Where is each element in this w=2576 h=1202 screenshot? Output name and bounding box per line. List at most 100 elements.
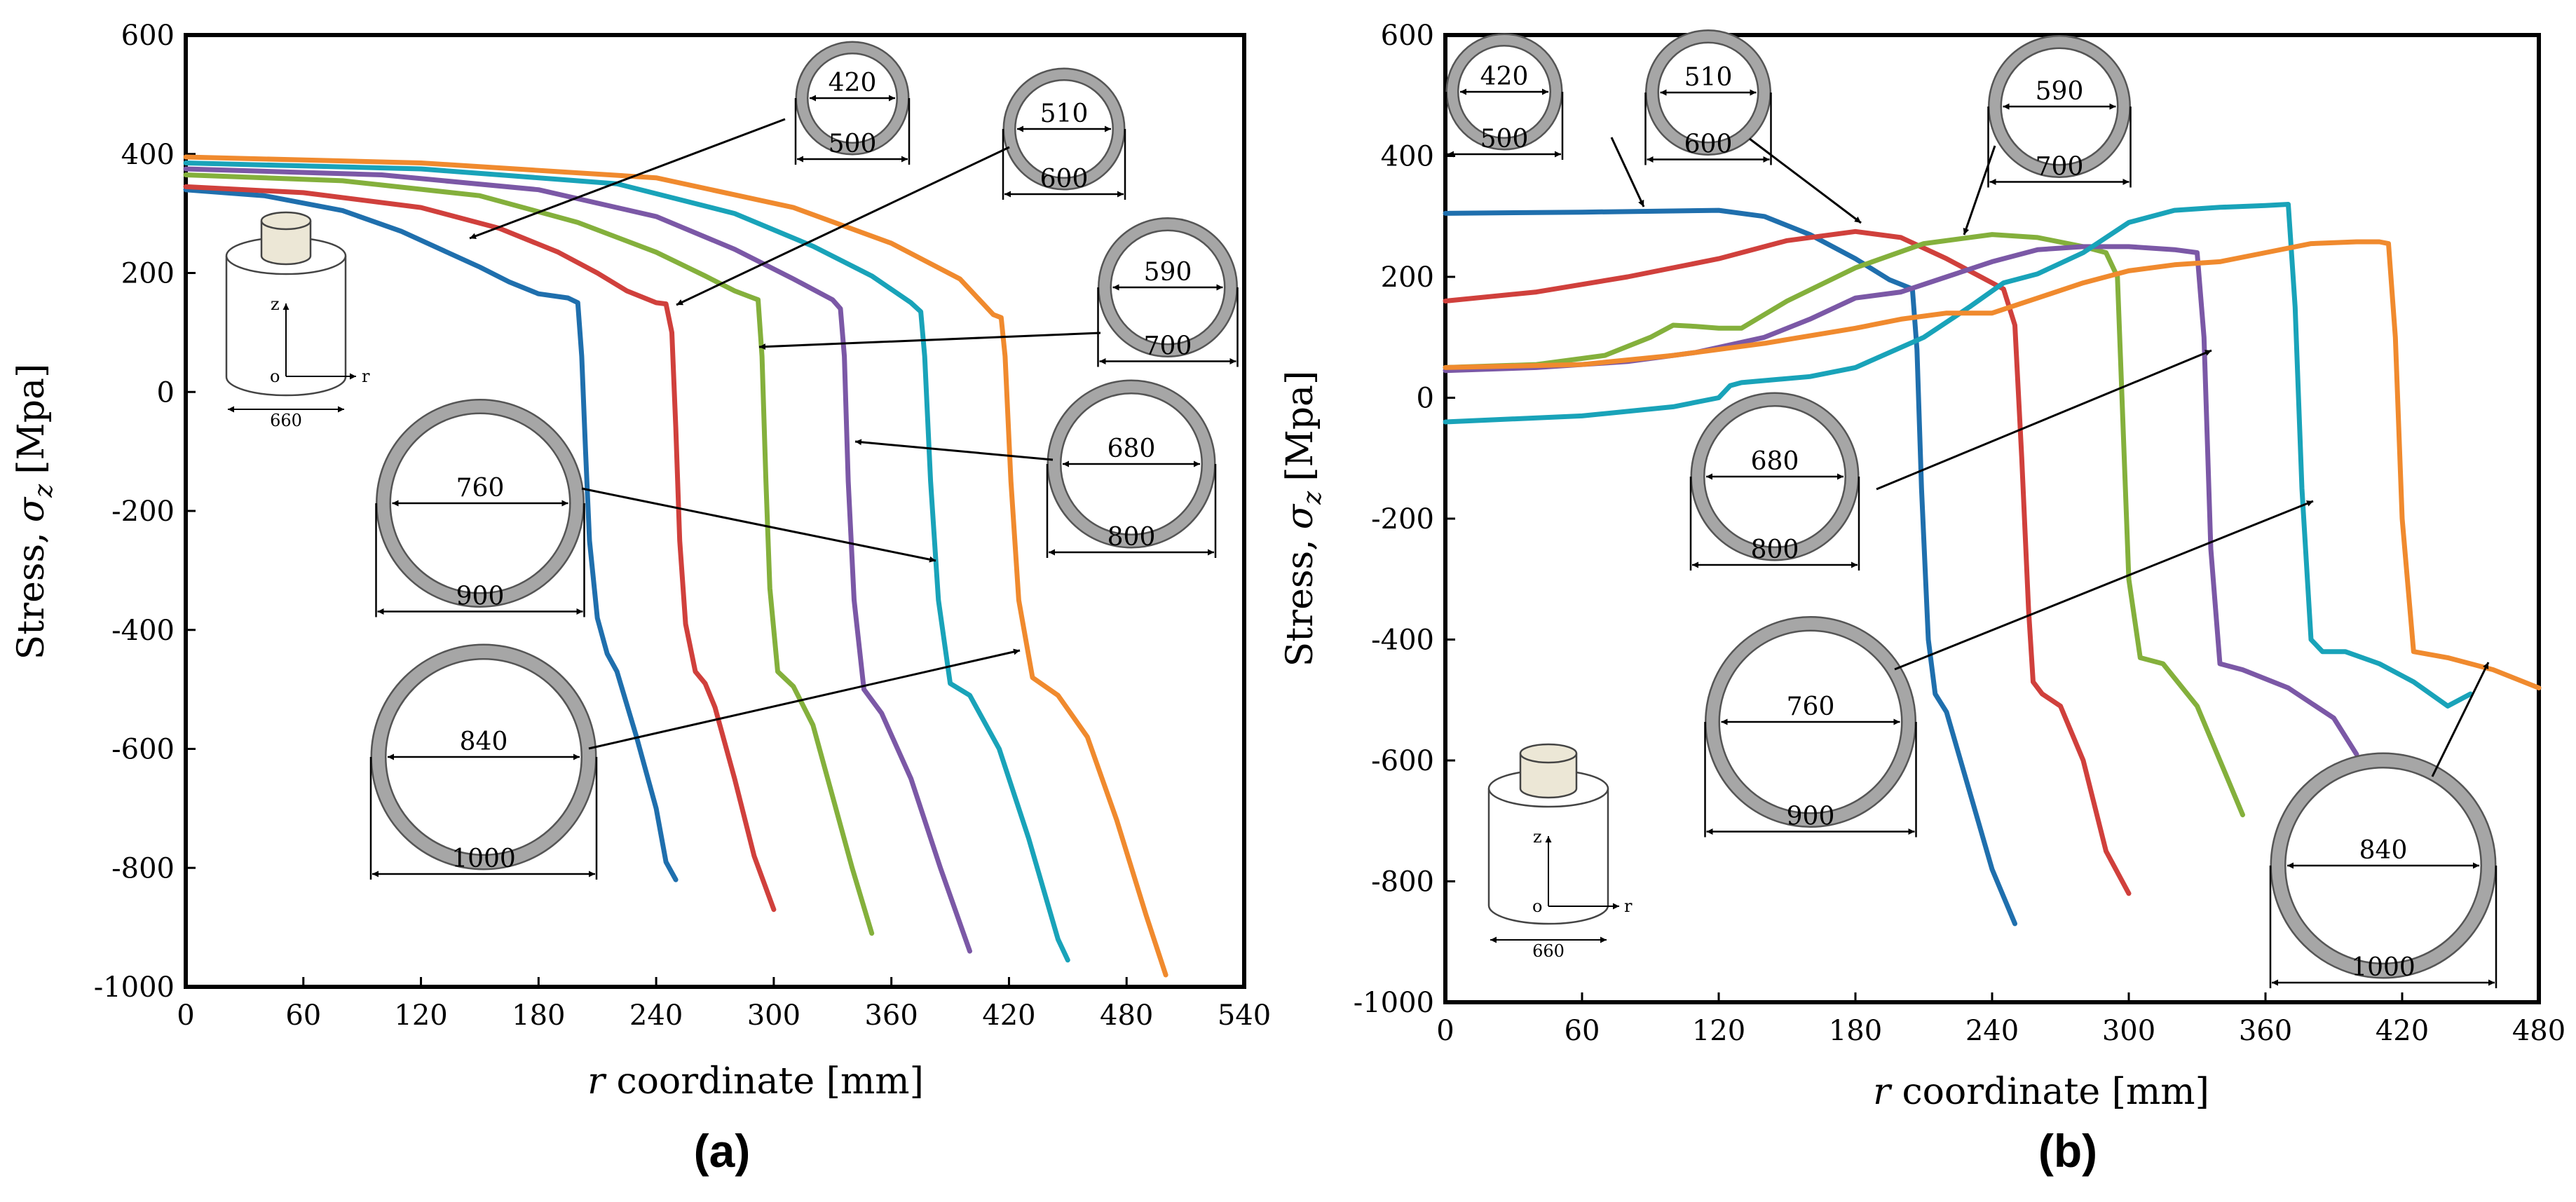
ring-annotations-a: 420 500 510 600 590 700 680 800 760 900 840 1000 — [369, 41, 1239, 880]
x-tick-label: 60 — [1565, 1015, 1600, 1047]
ring-section — [797, 43, 908, 153]
diameter-label: 660 — [270, 411, 302, 430]
y-tick-label: 200 — [1381, 261, 1434, 294]
y-tick-label: 400 — [121, 139, 175, 171]
outer-diameter-label: 600 — [1684, 130, 1733, 159]
x-tick-label: 0 — [1436, 1015, 1454, 1047]
ring-annotation: 840 1000 — [2269, 752, 2497, 988]
series-group-b — [1443, 202, 2542, 927]
ring-section — [1989, 36, 2129, 177]
ring-section — [2272, 754, 2495, 977]
ring-annotation: 680 800 — [1046, 379, 1217, 558]
series-line-590-700 — [183, 172, 875, 936]
series-line-760-900 — [1443, 202, 2473, 709]
ring-annotation: 590 700 — [1097, 217, 1239, 367]
ring-annotation: 420 500 — [794, 41, 911, 165]
x-axis-label-b: r coordinate [mm] — [1873, 1071, 2209, 1113]
series-group-a — [183, 154, 1168, 978]
axis-ticks-b: 0 60 120 180 240 300 360 420 480 600 400 200 0 -200 -4… — [1354, 20, 2565, 1047]
ring-section — [1706, 617, 1915, 826]
y-label-unit: [Mpa] — [1279, 371, 1321, 482]
panel-a: 0 60 120 180 240 300 360 420 480 540 600 400 200 0 -20… — [11, 20, 1271, 1177]
ring-section — [1099, 219, 1236, 356]
cylinder-core-body — [260, 221, 312, 266]
y-label-symbol: σ — [11, 496, 53, 522]
z-axis-label: z — [271, 294, 280, 314]
y-tick-label: 0 — [157, 376, 175, 409]
x-tick-label: 0 — [177, 999, 194, 1032]
y-label-prefix: Stress, — [1279, 539, 1321, 667]
ring-annotation: 680 800 — [1689, 392, 1860, 571]
ring-annotation: 510 600 — [1644, 29, 1772, 165]
outer-diameter-label: 500 — [1480, 125, 1529, 153]
leader-arrow — [758, 332, 1101, 350]
y-label-unit: [Mpa] — [11, 364, 53, 474]
y-tick-label: -1000 — [1354, 987, 1434, 1019]
inner-diameter-label: 840 — [2359, 836, 2408, 865]
inner-diameter-label: 680 — [1751, 447, 1799, 476]
inner-diameter-label: 760 — [1787, 692, 1835, 721]
r-axis-label: r — [362, 367, 370, 386]
outer-diameter-label: 600 — [1040, 165, 1089, 193]
y-axis-label-a: Stress, σz [Mpa] — [11, 364, 58, 660]
cylinder-inset-a: z r o 660 — [225, 211, 370, 430]
z-axis-label: z — [1533, 827, 1542, 847]
ring-section — [1692, 394, 1858, 559]
ring-annotation: 420 500 — [1445, 33, 1564, 160]
y-tick-label: -800 — [1371, 866, 1434, 899]
origin-label: o — [270, 367, 280, 386]
x-tick-label: 240 — [629, 999, 683, 1032]
x-label-var: r — [1873, 1071, 1893, 1113]
x-tick-label: 540 — [1218, 999, 1271, 1032]
x-tick-label: 300 — [2102, 1015, 2155, 1047]
outer-diameter-label: 500 — [829, 130, 877, 158]
ring-annotations-b: 420 500 510 600 590 700 680 800 760 900 840 1000 — [1445, 29, 2497, 988]
cylinder-core-top — [1519, 743, 1578, 764]
outer-diameter-label: 800 — [1108, 523, 1156, 552]
outer-diameter-label: 1000 — [451, 845, 516, 873]
x-tick-label: 300 — [747, 999, 800, 1032]
leader-arrow — [581, 487, 936, 563]
y-tick-label: -200 — [111, 496, 175, 528]
x-tick-label: 360 — [2239, 1015, 2292, 1047]
x-label-rest: coordinate [mm] — [1890, 1071, 2209, 1113]
diameter-label: 660 — [1532, 941, 1565, 961]
outer-diameter-label: 700 — [1144, 332, 1192, 361]
panel-b: 0 60 120 180 240 300 360 420 480 600 400 200 0 -200 -4… — [1279, 20, 2565, 1177]
cylinder-inset-b: z r o 660 — [1487, 743, 1633, 961]
inner-diameter-label: 590 — [1144, 258, 1192, 287]
y-tick-label: -200 — [1371, 503, 1434, 535]
x-tick-label: 420 — [2376, 1015, 2429, 1047]
x-tick-label: 360 — [864, 999, 918, 1032]
inner-diameter-label: 420 — [829, 69, 877, 97]
ring-section — [1647, 31, 1770, 154]
leader-arrow — [676, 146, 1010, 306]
origin-label: o — [1532, 896, 1542, 916]
x-tick-label: 480 — [2512, 1015, 2565, 1047]
outer-diameter-label: 700 — [2036, 153, 2084, 182]
cylinder-core-body — [1519, 753, 1578, 799]
series-line-760-900 — [183, 161, 1070, 963]
x-tick-label: 120 — [1692, 1015, 1745, 1047]
series-line-840-1000 — [183, 154, 1168, 978]
y-tick-label: 400 — [1381, 141, 1434, 173]
x-tick-label: 180 — [512, 999, 565, 1032]
leader-arrow — [1963, 145, 1996, 235]
leader-arrow — [588, 648, 1021, 750]
leader-arrow — [469, 118, 786, 240]
series-line-510-600 — [1443, 228, 2132, 896]
cylinder-core-top — [260, 211, 312, 231]
y-label-subscript: z — [29, 484, 58, 498]
leader-arrow — [1749, 137, 1862, 224]
inner-diameter-label: 510 — [1684, 63, 1733, 92]
x-tick-label: 480 — [1100, 999, 1153, 1032]
series-line-840-1000 — [1443, 239, 2542, 690]
leader-arrow — [1876, 349, 2212, 491]
x-tick-label: 60 — [285, 999, 321, 1032]
series-line-420-500 — [183, 187, 679, 882]
outer-diameter-label: 900 — [456, 582, 505, 611]
r-axis-label: r — [1624, 896, 1633, 916]
series-line-680-800 — [1443, 244, 2359, 757]
ring-annotation: 760 900 — [375, 399, 585, 617]
